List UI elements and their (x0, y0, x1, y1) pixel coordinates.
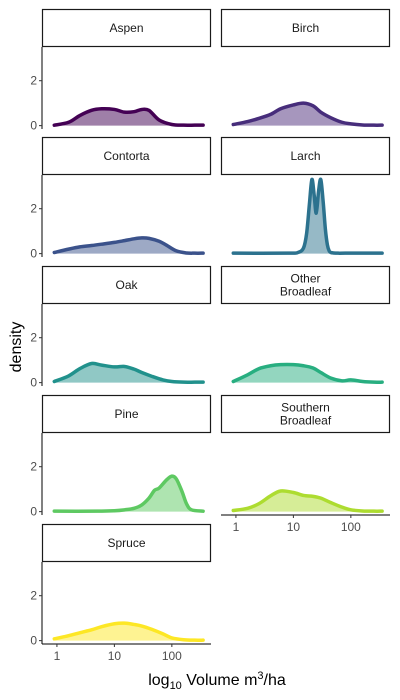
facet-strip-label-southern-broadleaf: Broadleaf (280, 414, 332, 428)
facet-strip-label-other-broadleaf: Other (290, 272, 320, 286)
x-tick-label: 1 (54, 649, 61, 663)
x-tick-label: 100 (162, 649, 182, 663)
facet-strip-label-southern-broadleaf: Southern (281, 401, 330, 415)
y-axis-title: density (8, 322, 25, 373)
density-area-birch (233, 103, 382, 125)
y-tick-label: 0 (30, 634, 37, 648)
x-tick-label: 10 (108, 649, 122, 663)
facet-strip-label-aspen: Aspen (109, 21, 143, 35)
y-tick-label: 0 (30, 119, 37, 133)
y-tick-label: 2 (30, 74, 37, 88)
x-axis-title-subscript: 10 (170, 680, 182, 692)
x-axis-title-base: log (148, 672, 169, 689)
x-tick-label: 100 (341, 520, 361, 534)
facet-panel-contorta: Contorta (43, 138, 211, 254)
facet-panel-birch: Birch (222, 10, 390, 126)
facet-strip-label-contorta: Contorta (103, 149, 149, 163)
facet-strip-label-pine: Pine (114, 407, 138, 421)
facet-strip-label-oak: Oak (115, 278, 138, 292)
facet-panel-oak: Oak (43, 267, 211, 383)
facet-panel-larch: Larch (222, 138, 390, 254)
facet-strip-label-birch: Birch (292, 21, 319, 35)
y-tick-label: 2 (30, 331, 37, 345)
y-tick-label: 2 (30, 589, 37, 603)
x-tick-label: 1 (233, 520, 240, 534)
facet-strip-label-larch: Larch (290, 149, 320, 163)
y-tick-label: 2 (30, 460, 37, 474)
x-axis-title-unit: /ha (264, 672, 286, 689)
x-axis-title: log10 Volume m3/ha (148, 670, 286, 692)
facet-panel-aspen: Aspen (43, 10, 211, 126)
density-area-pine (54, 476, 203, 512)
facet-panel-pine: Pine (43, 396, 211, 512)
density-area-southern-broadleaf (233, 491, 382, 512)
facet-strip-label-spruce: Spruce (107, 536, 145, 550)
x-axis-title-main: Volume m (182, 672, 258, 689)
y-tick-label: 0 (30, 247, 37, 261)
facet-panel-spruce: Spruce (43, 525, 211, 641)
y-tick-label: 2 (30, 202, 37, 216)
y-tick-label: 0 (30, 376, 37, 390)
y-tick-label: 0 (30, 505, 37, 519)
facet-strip-label-other-broadleaf: Broadleaf (280, 285, 332, 299)
x-tick-label: 10 (287, 520, 301, 534)
